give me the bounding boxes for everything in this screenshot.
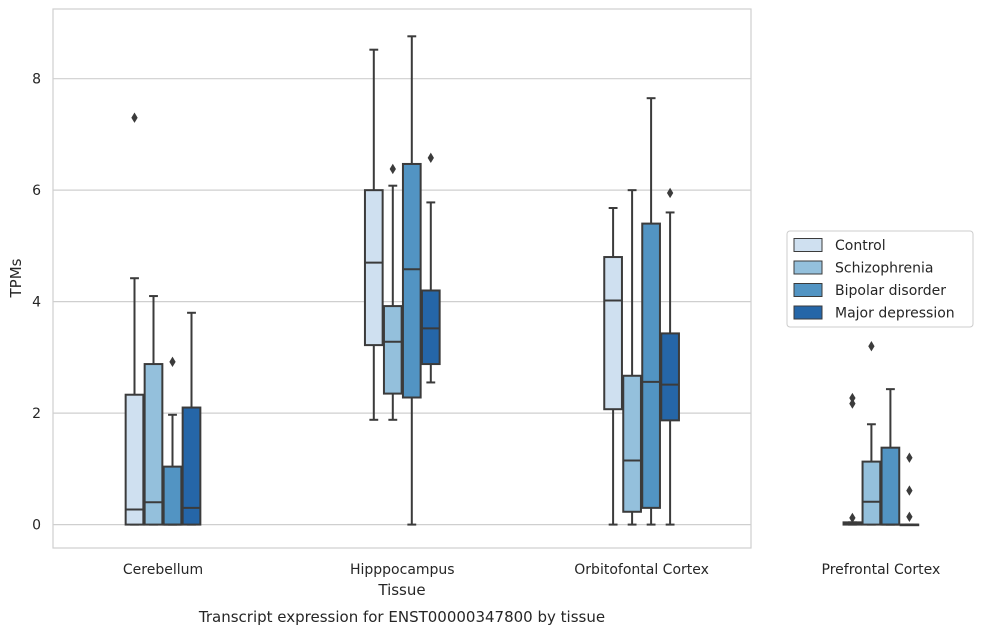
- box-series: [124, 35, 920, 527]
- x-axis-label: Tissue: [377, 581, 425, 599]
- box-control-cerebellum: [124, 112, 145, 526]
- box-control-prefrontal-cortex: [842, 392, 863, 526]
- legend-label: Schizophrenia: [835, 261, 933, 277]
- box-body: [181, 406, 202, 526]
- legend-swatch: [793, 238, 823, 252]
- box-body: [622, 374, 642, 513]
- y-axis-label: TPMs: [7, 258, 25, 298]
- box-body: [420, 289, 441, 366]
- box-bipolar-disorder-hipppocampus: [401, 35, 422, 526]
- outlier-point: [849, 392, 856, 404]
- box-major-depression-hipppocampus: [420, 152, 441, 384]
- legend-item-bipolar-disorder: Bipolar disorder: [793, 283, 946, 299]
- plot-frame: [52, 8, 752, 549]
- legend-swatch: [793, 305, 823, 320]
- figure-caption: Transcript expression for ENST0000034780…: [198, 608, 605, 626]
- box-body: [641, 222, 661, 509]
- x-tick-label-orbitofontal-cortex: Orbitofontal Cortex: [574, 562, 709, 578]
- x-tick-label-hipppocampus: Hipppocampus: [350, 562, 455, 578]
- box-schizophrenia-orbitofontal-cortex: [622, 189, 642, 526]
- box-schizophrenia-cerebellum: [143, 295, 164, 526]
- y-tick-label-8: 8: [32, 72, 41, 88]
- outlier-point: [131, 112, 138, 123]
- legend-label: Bipolar disorder: [835, 283, 946, 299]
- y-tick-label-0: 0: [32, 518, 41, 534]
- box-bipolar-disorder-orbitofontal-cortex: [641, 97, 661, 526]
- x-tick-label-cerebellum: Cerebellum: [123, 562, 203, 578]
- box-body: [124, 393, 145, 526]
- box-major-depression-prefrontal-cortex: [899, 452, 920, 527]
- box-body: [880, 446, 901, 526]
- legend-label: Major depression: [835, 306, 955, 322]
- outlier-point: [906, 452, 913, 463]
- box-body: [143, 363, 164, 526]
- outlier-point: [868, 341, 875, 352]
- box-bipolar-disorder-prefrontal-cortex: [880, 388, 901, 526]
- y-tick-label-2: 2: [32, 406, 41, 422]
- legend-item-schizophrenia: Schizophrenia: [793, 260, 933, 277]
- outlier-point: [906, 511, 913, 522]
- legend-swatch: [793, 283, 823, 297]
- y-axis-ticks: 0 2 4 6 8: [32, 72, 41, 534]
- y-tick-label-4: 4: [32, 295, 41, 311]
- legend-frame: [786, 230, 974, 328]
- x-axis-ticks: Cerebellum Hipppocampus Orbitofontal Corte…: [123, 562, 940, 578]
- legend-item-major-depression: Major depression: [793, 305, 955, 322]
- y-tick-label-6: 6: [32, 183, 41, 199]
- outlier-point: [849, 512, 856, 524]
- box-body: [363, 189, 384, 347]
- box-schizophrenia-prefrontal-cortex: [861, 341, 882, 526]
- legend-item-control: Control: [793, 238, 886, 254]
- box-body: [603, 256, 623, 411]
- outlier-point: [389, 163, 396, 175]
- legend: Control Schizophrenia Bipolar disorder Majo…: [786, 230, 974, 328]
- box-body: [660, 332, 680, 422]
- box-bipolar-disorder-cerebellum: [162, 356, 183, 526]
- legend-swatch: [793, 260, 823, 275]
- box-body: [401, 162, 422, 399]
- outlier-point: [906, 485, 913, 496]
- outlier-point: [427, 152, 434, 163]
- box-body: [861, 460, 882, 526]
- box-major-depression-cerebellum: [181, 311, 202, 526]
- outlier-point: [849, 398, 856, 409]
- box-major-depression-orbitofontal-cortex: [660, 187, 680, 526]
- box-control-hipppocampus: [363, 48, 384, 421]
- box-body: [162, 465, 183, 526]
- outlier-point: [666, 187, 674, 199]
- legend-items: Control Schizophrenia Bipolar disorder Majo…: [793, 238, 955, 322]
- x-tick-label-prefrontal-cortex: Prefrontal Cortex: [822, 562, 941, 578]
- outlier-point: [169, 356, 176, 368]
- box-body: [382, 305, 403, 395]
- box-control-orbitofontal-cortex: [603, 206, 623, 526]
- box-schizophrenia-hipppocampus: [382, 163, 403, 421]
- legend-label: Control: [835, 238, 886, 254]
